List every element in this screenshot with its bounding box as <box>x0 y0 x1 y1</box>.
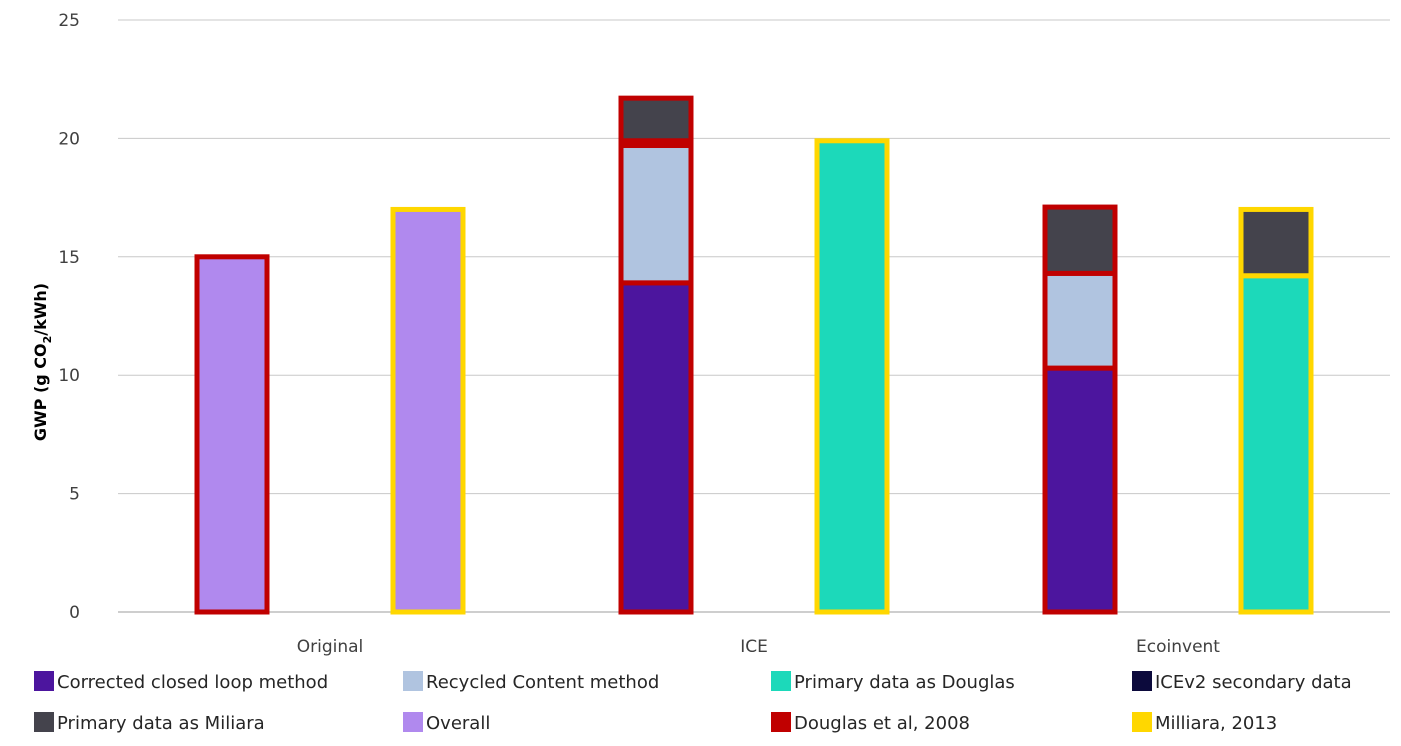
legend-label: Corrected closed loop method <box>57 672 328 693</box>
bar-segment <box>1238 273 1314 615</box>
bar-segment <box>1042 365 1118 615</box>
legend-label: Recycled Content method <box>426 672 659 693</box>
bar-group <box>194 254 270 615</box>
category-label: Ecoinvent <box>1136 637 1220 657</box>
y-tick-label: 25 <box>58 11 80 31</box>
bars <box>194 95 1314 615</box>
legend-swatch <box>34 712 54 732</box>
legend-label: ICEv2 secondary data <box>1155 672 1352 693</box>
bar-segment <box>194 254 270 615</box>
legend-swatch <box>1132 712 1152 732</box>
bar-segment <box>390 206 466 615</box>
legend-label: Douglas et al, 2008 <box>794 713 970 734</box>
y-tick-label: 5 <box>69 485 80 505</box>
legend-label: Overall <box>426 713 490 734</box>
legend-swatch <box>771 671 791 691</box>
legend-swatch <box>403 671 423 691</box>
bar-segment <box>618 143 694 286</box>
category-labels: Original ICE Ecoinvent <box>297 637 1221 657</box>
legend-label: Milliara, 2013 <box>1155 713 1277 734</box>
y-tick-label: 0 <box>69 603 80 623</box>
bar-segment <box>618 95 694 144</box>
bar-group <box>814 138 890 615</box>
legend-label: Primary data as Douglas <box>794 672 1015 693</box>
y-tick-label: 15 <box>58 248 80 268</box>
bar-segment <box>1042 204 1118 276</box>
bar-segment <box>1042 270 1118 371</box>
bar-group <box>1238 206 1314 615</box>
bar-segment <box>618 280 694 615</box>
legend-swatch <box>34 671 54 691</box>
bar-group <box>1042 204 1118 615</box>
bar-segment <box>1238 206 1314 279</box>
bar-group <box>390 206 466 615</box>
category-label: ICE <box>740 637 768 657</box>
bar-segment <box>814 138 890 615</box>
legend-swatch <box>1132 671 1152 691</box>
legend: Corrected closed loop method Recycled Con… <box>34 671 1352 734</box>
legend-swatch <box>771 712 791 732</box>
y-tick-label: 10 <box>58 366 80 386</box>
y-axis-ticks: 0 5 10 15 20 25 <box>58 11 80 623</box>
y-axis-label: GWP (g CO2/kWh) <box>31 283 54 441</box>
legend-label: Primary data as Miliara <box>57 713 265 734</box>
y-tick-label: 20 <box>58 129 80 149</box>
category-label: Original <box>297 637 364 657</box>
bar-group <box>618 95 694 615</box>
legend-swatch <box>403 712 423 732</box>
gridlines <box>118 19 1390 613</box>
